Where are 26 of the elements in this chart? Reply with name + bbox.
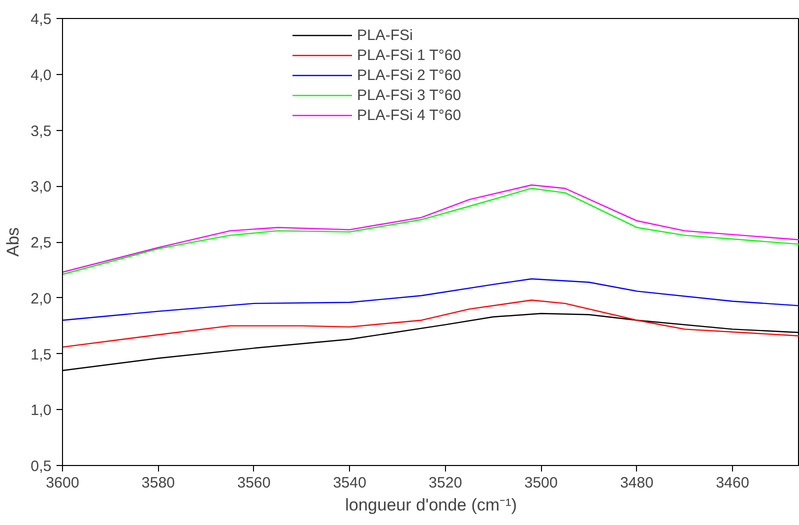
y-tick-label: 4,5 xyxy=(30,11,52,28)
y-axis-title: Abs xyxy=(4,227,23,257)
x-tick-label: 3480 xyxy=(620,474,654,492)
legend-label: PLA-FSi 3 T°60 xyxy=(357,86,462,104)
y-tick-label: 4,0 xyxy=(30,66,52,84)
x-tick-label: 3580 xyxy=(142,474,175,492)
y-tick-label: 3,0 xyxy=(30,178,52,196)
x-tick-label: 3520 xyxy=(428,474,462,492)
y-tick-label: 2,0 xyxy=(30,290,52,308)
line-series xyxy=(62,300,799,348)
legend-label: PLA-FSi 1 T°60 xyxy=(357,46,462,64)
line-series xyxy=(62,278,799,321)
y-tick-label: 0,5 xyxy=(30,458,52,475)
x-tick-label: 3500 xyxy=(524,474,558,492)
legend-label: PLA-FSi xyxy=(357,26,413,44)
x-axis-title: longueur d'onde (cm⁻¹) xyxy=(345,496,517,514)
x-tick-label: 3600 xyxy=(46,474,80,492)
y-tick-label: 2,5 xyxy=(30,234,52,252)
y-tick-label: 1,5 xyxy=(30,346,52,364)
x-tick-label: 3540 xyxy=(332,474,366,492)
y-tick-label: 1,0 xyxy=(30,402,52,420)
legend-label: PLA-FSi 2 T°60 xyxy=(357,66,462,84)
y-tick-label: 3,5 xyxy=(30,122,52,140)
x-tick-label: 3460 xyxy=(716,474,750,492)
legend-label: PLA-FSi 4 T°60 xyxy=(357,106,462,124)
x-tick-label: 3560 xyxy=(237,474,271,492)
